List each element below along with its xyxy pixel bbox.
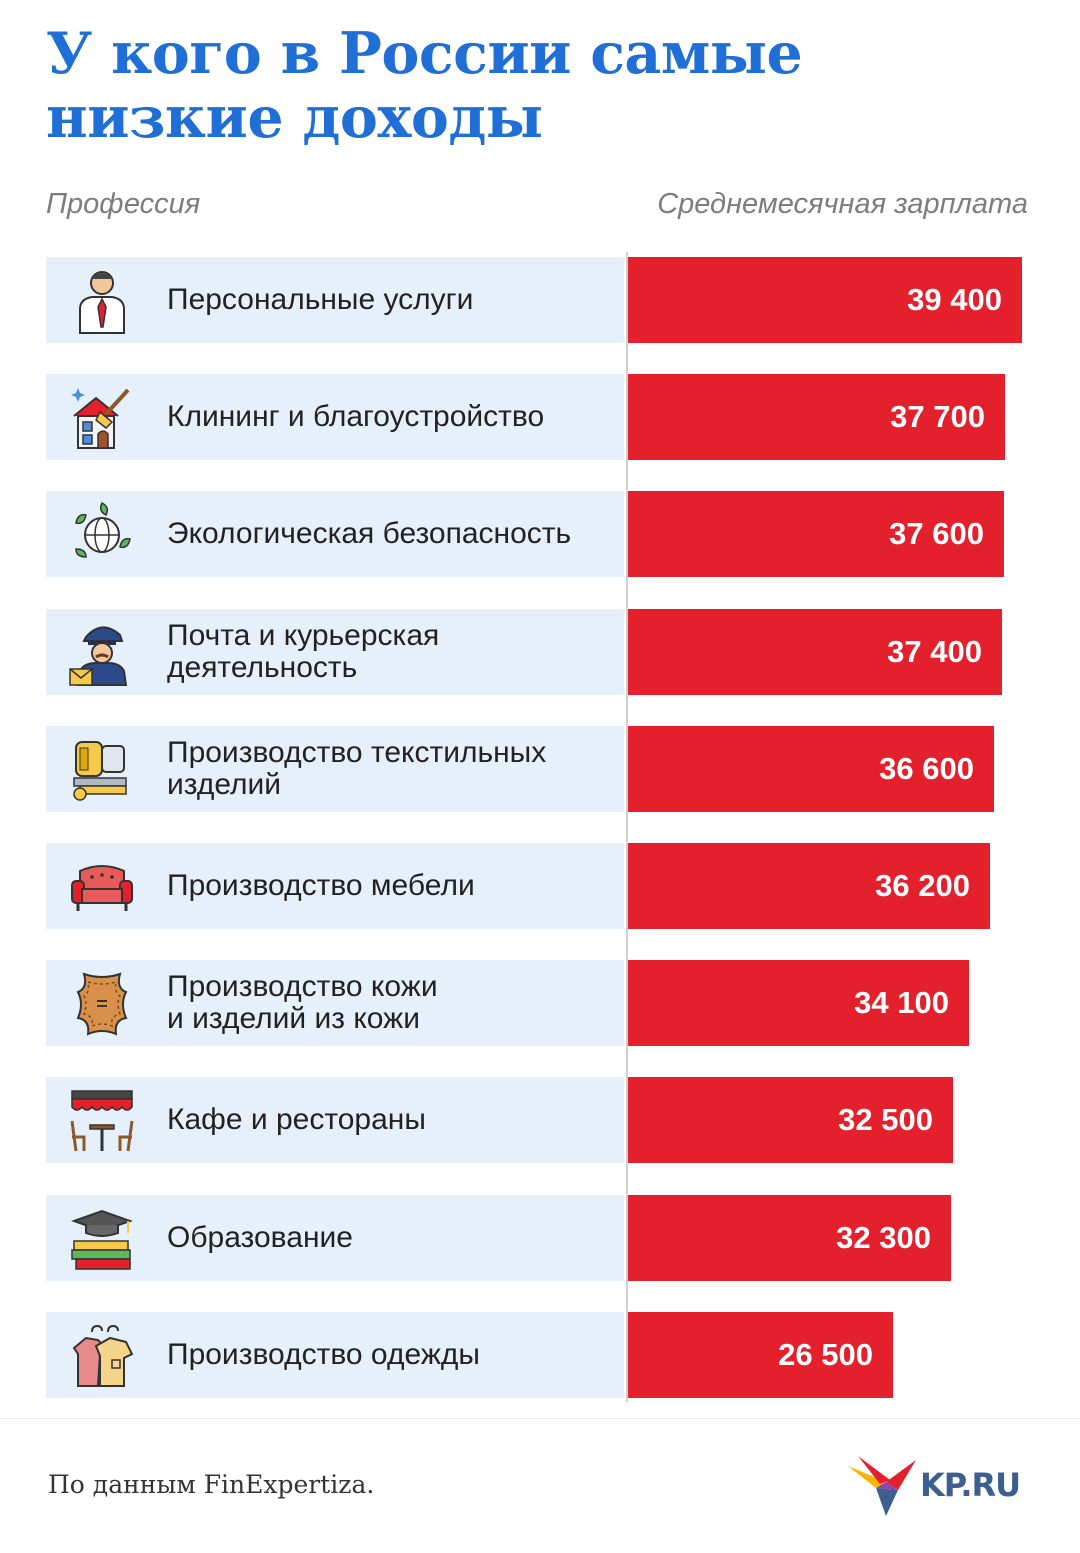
value-label: 39 400: [907, 282, 1002, 317]
category-label: Производство одежды: [167, 1337, 480, 1371]
row-label-background: [46, 843, 624, 929]
textile-machine-icon: [66, 734, 138, 806]
category-label: Производство кожи и изделий из кожи: [167, 970, 438, 1036]
row-label-background: [46, 374, 624, 461]
bar-row: Кафе и рестораны 32 500: [0, 1077, 1080, 1164]
bar: 36 200: [628, 843, 990, 929]
category-label: Образование: [167, 1220, 353, 1254]
row-label-background: [46, 1077, 624, 1164]
row-label-background: [46, 608, 624, 695]
books-graduation-cap-icon: [66, 1203, 138, 1275]
value-label: 36 600: [879, 750, 974, 786]
row-label-background: [46, 960, 624, 1047]
value-label: 34 100: [854, 985, 949, 1021]
bar-row: Почта и курьерская деятельность 37 400: [0, 608, 1080, 695]
category-label: Экологическая безопасность: [167, 517, 572, 551]
column-header-profession: Профессия: [46, 188, 201, 220]
row-label-background: [46, 491, 624, 578]
value-label: 32 300: [836, 1219, 931, 1255]
bar-row: Производство мебели 36 200: [0, 843, 1080, 929]
category-label: Клининг и благоустройство: [167, 400, 545, 434]
value-label: 26 500: [778, 1336, 873, 1372]
bar: 39 400: [628, 257, 1022, 343]
value-label: 37 700: [890, 399, 985, 435]
category-label: Кафе и рестораны: [167, 1103, 426, 1137]
bar-chart: Персональные услуги 39 400 Клининг и благо…: [0, 257, 1080, 1398]
clothes-hanger-icon: [66, 1320, 138, 1392]
bar: 37 700: [628, 374, 1005, 461]
value-label: 37 400: [887, 633, 982, 669]
value-label: 32 500: [838, 1102, 933, 1138]
kp-logo[interactable]: KP.RU: [846, 1452, 1046, 1518]
bar: 32 300: [628, 1194, 951, 1281]
bar-row: Образование 32 300: [0, 1194, 1080, 1281]
bar: 36 600: [628, 725, 994, 812]
bar-row: Экологическая безопасность 37 600: [0, 491, 1080, 578]
source-note: По данным FinExpertiza.: [48, 1470, 375, 1499]
logo-text: KP.RU: [920, 1466, 1021, 1504]
leather-hide-icon: [66, 968, 138, 1040]
category-label: Почта и курьерская деятельность: [167, 618, 440, 684]
globe-leaves-icon: [66, 499, 138, 571]
category-label: Производство текстильных изделий: [167, 735, 547, 801]
bar: 37 600: [628, 491, 1004, 578]
postman-icon: [66, 617, 138, 689]
bar: 32 500: [628, 1077, 953, 1164]
row-label-background: [46, 257, 624, 343]
page-title: У кого в России самые низкие доходы: [46, 20, 803, 151]
sofa-icon: [66, 851, 138, 923]
row-label-background: [46, 725, 624, 812]
bar-row: Производство текстильных изделий 36 600: [0, 725, 1080, 812]
value-label: 36 200: [875, 868, 970, 903]
bar-row: Производство кожи и изделий из кожи 34 10…: [0, 960, 1080, 1047]
category-label: Персональные услуги: [167, 283, 474, 316]
bar-row: Производство одежды 26 500: [0, 1311, 1080, 1398]
row-label-background: [46, 1194, 624, 1281]
cafe-table-icon: [66, 1085, 138, 1157]
axis-divider: [626, 252, 628, 1402]
footer-divider: [0, 1418, 1080, 1419]
category-label: Производство мебели: [167, 869, 475, 902]
house-cleaning-icon: [66, 382, 138, 454]
bar: 26 500: [628, 1311, 893, 1398]
bar: 37 400: [628, 608, 1002, 695]
bar: 34 100: [628, 960, 969, 1047]
swallow-logo-icon: [848, 1456, 916, 1516]
column-header-salary: Среднемесячная зарплата: [657, 188, 1028, 220]
person-tie-icon: [66, 265, 138, 337]
bar-row: Клининг и благоустройство 37 700: [0, 374, 1080, 461]
value-label: 37 600: [889, 516, 984, 552]
bar-row: Персональные услуги 39 400: [0, 257, 1080, 343]
row-label-background: [46, 1311, 624, 1398]
